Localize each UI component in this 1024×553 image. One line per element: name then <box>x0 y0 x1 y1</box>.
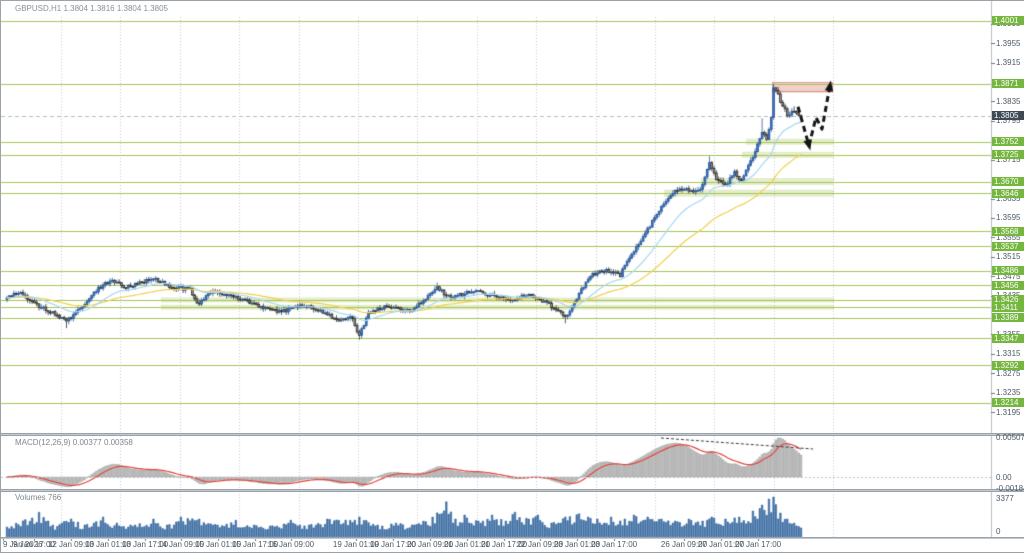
time-axis-label: 15 Jan 01:00 <box>194 540 242 549</box>
symbol-ohlc-header: GBPUSD,H1 1.3804 1.3816 1.3804 1.3805 <box>15 4 168 13</box>
price-axis-tick: 1.3315 <box>996 349 1021 359</box>
price-axis-tick: 1.3595 <box>996 213 1021 223</box>
price-level-badge: 1.3537 <box>992 241 1024 251</box>
time-axis-label: 21 Jan 17:00 <box>480 540 528 549</box>
time-axis-label: 19 Jan 01:00 <box>332 540 380 549</box>
time-axis-label: 27 Jan 01:00 <box>697 540 745 549</box>
price-axis-tick: 1.3275 <box>996 368 1021 378</box>
time-axis-label: 22 Jan 09:00 <box>516 540 564 549</box>
price-level-badge: 1.3411 <box>992 302 1024 312</box>
volumes-indicator-label: Volumes 766 <box>15 493 62 502</box>
price-level-badge: 1.3347 <box>992 333 1024 343</box>
price-axis-tick: 1.3515 <box>996 252 1021 262</box>
volume-panel-divider[interactable] <box>1 489 1024 492</box>
macd-axis[interactable]: 0.00507 0.00 -0.00184 <box>1 433 1024 493</box>
price-axis-tick: 1.3795 <box>996 116 1021 126</box>
macd-axis-upper-tick: 0.00507 <box>996 433 1024 442</box>
time-axis-label: 13 Jan 17:00 <box>121 540 169 549</box>
price-axis-tick: 1.3555 <box>996 232 1021 242</box>
time-axis-label: 23 Jan 17:00 <box>590 540 638 549</box>
price-level-badge: 1.3486 <box>992 266 1024 276</box>
price-axis-tick: 1.3915 <box>996 58 1021 68</box>
time-axis-label: 26 Jan 09:00 <box>660 540 708 549</box>
price-axis-tick: 1.3715 <box>996 155 1021 165</box>
time-axis-divider <box>1 537 1024 539</box>
time-axis-label: 13 Jan 01:00 <box>84 540 132 549</box>
volume-axis-zero-tick: 0 <box>996 527 1001 536</box>
price-axis[interactable]: 1.39951.39551.39151.38351.37951.37151.36… <box>1 1 1024 433</box>
macd-axis-lower-tick: -0.00184 <box>996 484 1024 493</box>
price-level-badge: 1.3725 <box>992 150 1024 160</box>
volume-axis-max-tick: 3377 <box>996 494 1014 503</box>
price-axis-tick: 1.3235 <box>996 388 1021 398</box>
macd-indicator-label: MACD(12,26,9) 0.00377 0.00358 <box>15 438 133 447</box>
time-axis-label: 12 Jan 09:00 <box>47 540 95 549</box>
price-level-badge: 1.3389 <box>992 313 1024 323</box>
price-level-badge: 1.3646 <box>992 188 1024 198</box>
time-axis-label: 21 Jan 01:00 <box>443 540 491 549</box>
time-axis[interactable]: 9 Jan 2026 9 Jan 17:00 12 Jan 09:00 13 Jan … <box>1 538 1024 552</box>
price-axis-tick: 1.3475 <box>996 271 1021 281</box>
price-level-badge: 1.4001 <box>992 16 1024 26</box>
price-level-badge: 1.3456 <box>992 280 1024 290</box>
price-level-badge: 1.3871 <box>992 79 1024 89</box>
time-axis-label: 27 Jan 17:00 <box>734 540 782 549</box>
price-axis-tick: 1.3195 <box>996 407 1021 417</box>
time-axis-label: 14 Jan 09:00 <box>157 540 205 549</box>
price-level-badge: 1.3292 <box>992 360 1024 370</box>
time-axis-label: 15 Jan 17:00 <box>231 540 279 549</box>
time-axis-label: 20 Jan 09:00 <box>406 540 454 549</box>
current-price-badge: 1.3805 <box>992 111 1024 121</box>
price-level-badge: 1.3670 <box>992 177 1024 187</box>
volume-axis[interactable]: 3377 0 <box>1 489 1024 537</box>
price-axis-tick: 1.3835 <box>996 96 1021 106</box>
price-axis-tick: 1.3955 <box>996 38 1021 48</box>
time-axis-label: 23 Jan 01:00 <box>553 540 601 549</box>
time-axis-label: 9 Jan 2026 <box>3 540 43 549</box>
price-level-badge: 1.3214 <box>992 398 1024 408</box>
price-axis-tick: 1.3635 <box>996 194 1021 203</box>
time-axis-label: 19 Jan 17:00 <box>369 540 417 549</box>
price-level-badge: 1.3568 <box>992 226 1024 236</box>
time-axis-label: 9 Jan 17:00 <box>13 540 55 549</box>
price-level-badge: 1.3426 <box>992 295 1024 305</box>
price-level-badge: 1.3752 <box>992 137 1024 147</box>
time-axis-label: 16 Jan 09:00 <box>267 540 315 549</box>
macd-panel-divider[interactable] <box>1 433 1024 436</box>
macd-axis-zero-tick: 0.00 <box>996 473 1012 482</box>
